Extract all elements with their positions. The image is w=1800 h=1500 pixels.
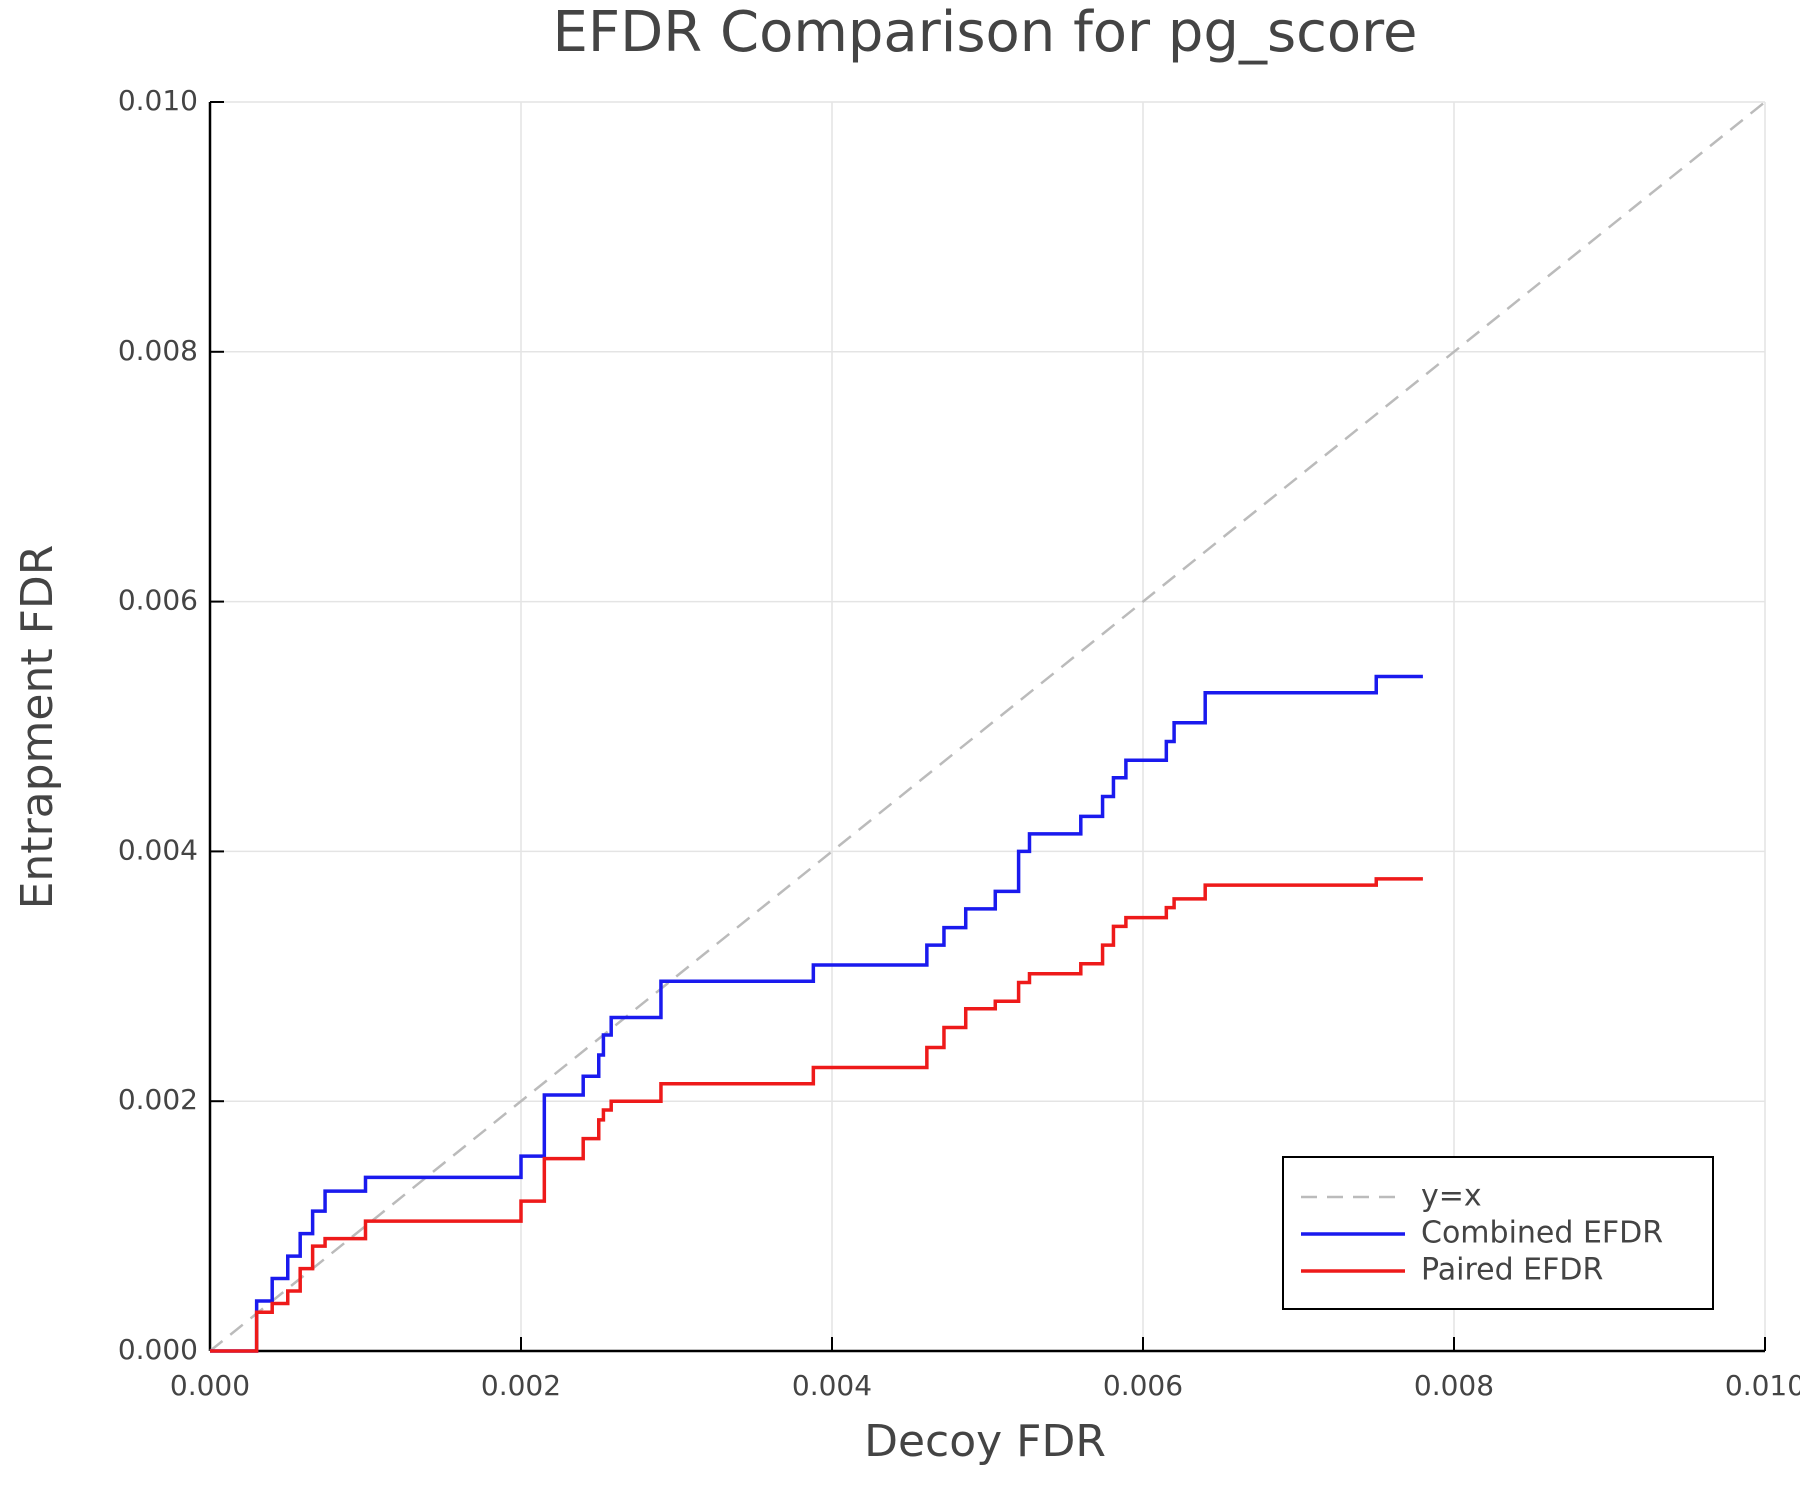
- x-tick-label: 0.000: [170, 1369, 250, 1402]
- x-tick-label: 0.006: [1103, 1369, 1183, 1402]
- legend-label: Paired EFDR: [1421, 1253, 1603, 1288]
- legend-label: Combined EFDR: [1421, 1216, 1663, 1251]
- x-tick-label: 0.004: [792, 1369, 872, 1402]
- x-tick-label: 0.010: [1725, 1369, 1800, 1402]
- y-tick-label: 0.006: [118, 584, 198, 617]
- chart-title: EFDR Comparison for pg_score: [553, 0, 1418, 65]
- y-tick-label: 0.004: [118, 833, 198, 866]
- series-line: [209, 101, 1766, 1352]
- x-axis-label: Decoy FDR: [864, 1416, 1106, 1467]
- y-tick-label: 0.000: [118, 1333, 198, 1366]
- series-line: [210, 877, 1423, 1353]
- y-tick-label: 0.002: [118, 1083, 198, 1116]
- y-tick-label: 0.008: [118, 334, 198, 367]
- series-line: [210, 674, 1423, 1353]
- x-tick-label: 0.002: [481, 1369, 561, 1402]
- y-tick-label: 0.010: [118, 84, 198, 117]
- y-axis-label: Entrapment FDR: [12, 545, 63, 910]
- legend-label: y=x: [1421, 1179, 1482, 1214]
- x-tick-label: 0.008: [1414, 1369, 1494, 1402]
